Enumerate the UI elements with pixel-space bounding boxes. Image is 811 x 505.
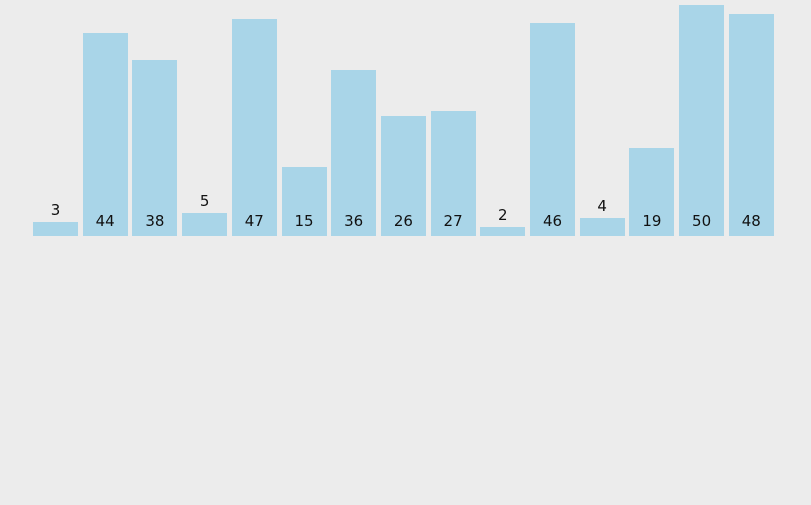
bar-value-label: 36 xyxy=(344,212,364,230)
bar-value-label: 46 xyxy=(542,212,563,230)
bar[interactable] xyxy=(430,111,476,236)
bar-value-label: 19 xyxy=(642,212,662,230)
bar-value-label: 4 xyxy=(597,196,607,215)
bar-value-label: 50 xyxy=(692,212,712,230)
bar-value-label: 44 xyxy=(95,212,115,230)
bar[interactable] xyxy=(728,14,774,236)
bar-value-label: 27 xyxy=(443,212,463,230)
bar[interactable] xyxy=(33,222,78,236)
bar-value-label: 26 xyxy=(393,212,413,230)
bar[interactable] xyxy=(530,23,575,236)
bar[interactable] xyxy=(331,69,377,236)
bar-value-label: 3 xyxy=(50,201,61,220)
bar[interactable] xyxy=(629,148,675,236)
bar-value-label: 38 xyxy=(145,212,165,230)
bar[interactable] xyxy=(231,18,277,236)
bar[interactable] xyxy=(281,166,327,236)
bar[interactable] xyxy=(480,226,526,236)
bar[interactable] xyxy=(679,5,725,236)
bar-value-label: 2 xyxy=(498,205,508,224)
bar-value-label: 5 xyxy=(199,191,210,210)
bar[interactable] xyxy=(182,212,228,236)
bar-value-label: 48 xyxy=(741,212,761,230)
bar[interactable] xyxy=(579,217,625,236)
bar[interactable] xyxy=(132,60,178,236)
bar[interactable] xyxy=(380,115,426,236)
bar-value-label: 15 xyxy=(294,212,314,230)
bar[interactable] xyxy=(82,32,128,236)
bar-value-label: 47 xyxy=(244,212,264,230)
